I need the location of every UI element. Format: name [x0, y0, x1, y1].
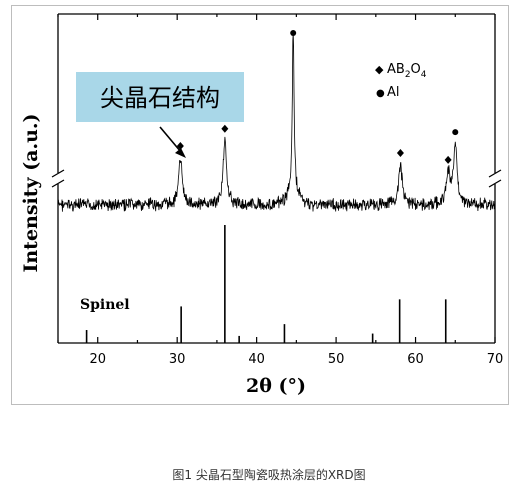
- axis-break-marks: [51, 169, 502, 188]
- x-tick-label: 50: [328, 352, 345, 367]
- dot-marker: [290, 30, 297, 36]
- figure-caption: 图1 尖晶石型陶瓷吸热涂层的XRD图: [172, 467, 365, 482]
- annotation-arrow: [159, 126, 182, 153]
- spinel-annotation: 尖晶石结构: [76, 72, 244, 158]
- x-tick-label: 40: [248, 352, 265, 367]
- x-tick-label: 60: [407, 352, 424, 367]
- annotation-box: [76, 72, 244, 122]
- spinel-reference-label: Spinel: [80, 297, 130, 313]
- annotation-text: 尖晶石结构: [100, 84, 220, 112]
- plot-frame: [57, 13, 496, 344]
- annotation-arrowhead: [175, 148, 186, 158]
- dot-marker: [452, 129, 459, 136]
- xrd-trace-line: [57, 32, 496, 212]
- x-axis-ticks: 20 30 40 50 60 70: [57, 14, 504, 367]
- x-tick-label: 20: [89, 352, 106, 367]
- legend-al-label: Al: [387, 85, 400, 100]
- legend: ◆ AB2O4 ● Al: [375, 62, 427, 100]
- diamond-marker: [221, 124, 229, 133]
- diamond-marker: [444, 155, 452, 164]
- legend-spinel-label: AB2O4: [387, 62, 427, 80]
- legend-diamond-symbol: ◆: [375, 63, 384, 76]
- legend-dot-symbol: ●: [376, 88, 385, 99]
- diamond-marker: [396, 148, 404, 157]
- x-tick-label: 70: [487, 352, 504, 367]
- x-axis-title: 2θ (°): [246, 375, 306, 397]
- x-tick-label: 30: [169, 352, 186, 367]
- reference-sticks: [85, 225, 447, 343]
- y-axis-title: Intensity (a.u.): [20, 113, 42, 272]
